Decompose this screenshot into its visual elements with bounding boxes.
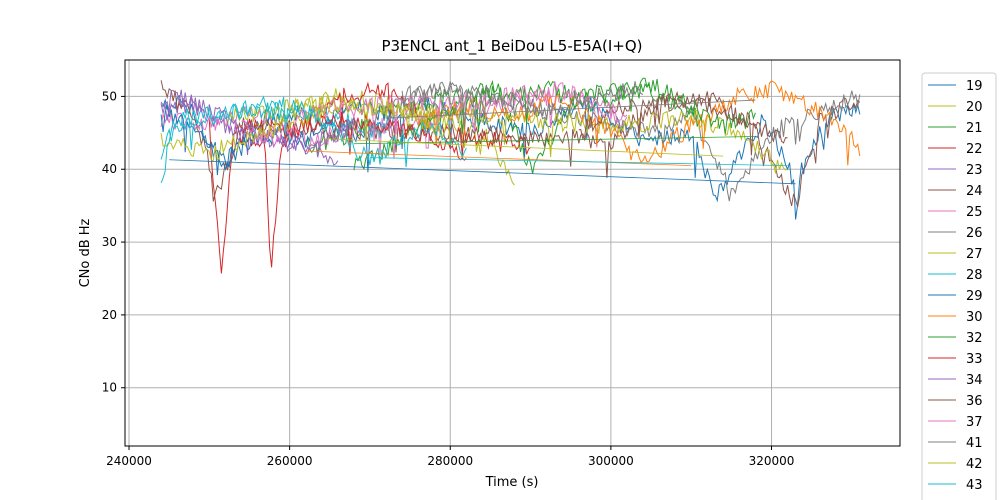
legend-label-24: 24 [966, 184, 983, 199]
legend-label-43: 43 [966, 478, 983, 493]
legend-label-28: 28 [966, 268, 983, 283]
legend-label-30: 30 [966, 310, 983, 325]
plot-area [160, 77, 861, 274]
series-line-30 [417, 80, 861, 166]
legend-box [921, 72, 997, 500]
series-line-26 [385, 81, 861, 202]
series-connector-20 [321, 138, 724, 157]
legend-label-29: 29 [966, 289, 983, 304]
y-tick-label: 10 [102, 381, 117, 395]
chart-title: P3ENCL ant_1 BeiDou L5-E5A(I+Q) [381, 37, 642, 56]
x-tick-label: 240000 [106, 454, 152, 468]
x-tick-label: 320000 [749, 454, 795, 468]
series-connector-21 [353, 136, 756, 145]
x-axis: 240000 260000 280000 300000 320000 [106, 446, 794, 468]
legend-label-33: 33 [966, 352, 983, 367]
plot-frame [124, 59, 901, 447]
series-line-41 [401, 81, 644, 130]
y-axis: 10 20 30 40 50 [102, 89, 125, 395]
series-line-42 [160, 97, 451, 162]
grid-lines [125, 60, 900, 446]
y-tick-label: 20 [102, 308, 117, 322]
x-axis-label: Time (s) [485, 475, 539, 490]
series-connector-30 [305, 150, 692, 167]
legend-label-42: 42 [966, 457, 983, 472]
series-line-28 [160, 102, 387, 160]
series-line-37 [241, 81, 628, 147]
series-connector-41 [385, 99, 756, 119]
legend-label-34: 34 [966, 373, 983, 388]
y-axis-label: CNo dB Hz [78, 218, 93, 287]
legend-label-26: 26 [966, 226, 983, 241]
series-line-20 [249, 88, 515, 186]
series-connector-29 [169, 159, 796, 185]
legend-label-22: 22 [966, 142, 983, 157]
series-group [160, 77, 861, 274]
series-connector-28 [369, 157, 788, 167]
legend-label-23: 23 [966, 163, 983, 178]
series-line-36 [578, 93, 788, 156]
legend-label-25: 25 [966, 205, 983, 220]
legend-label-19: 19 [966, 79, 983, 94]
legend-label-21: 21 [966, 121, 983, 136]
y-tick-label: 30 [102, 235, 117, 249]
legend: 19 20 21 22 23 24 25 26 27 28 29 30 32 33 34 36 37 41 42 43… [921, 72, 997, 500]
legend-label-37: 37 [966, 415, 983, 430]
x-tick-label: 300000 [588, 454, 634, 468]
legend-label-36: 36 [966, 394, 983, 409]
legend-label-20: 20 [966, 100, 983, 115]
y-tick-label: 50 [102, 89, 117, 103]
legend-label-32: 32 [966, 331, 983, 346]
series-line-29 [160, 99, 395, 171]
legend-label-41: 41 [966, 436, 983, 451]
x-tick-label: 260000 [267, 454, 313, 468]
x-tick-label: 280000 [427, 454, 473, 468]
series-line-19 [160, 94, 861, 220]
legend-label-27: 27 [966, 247, 983, 262]
y-tick-label: 40 [102, 162, 117, 176]
series-line-43 [160, 95, 467, 184]
